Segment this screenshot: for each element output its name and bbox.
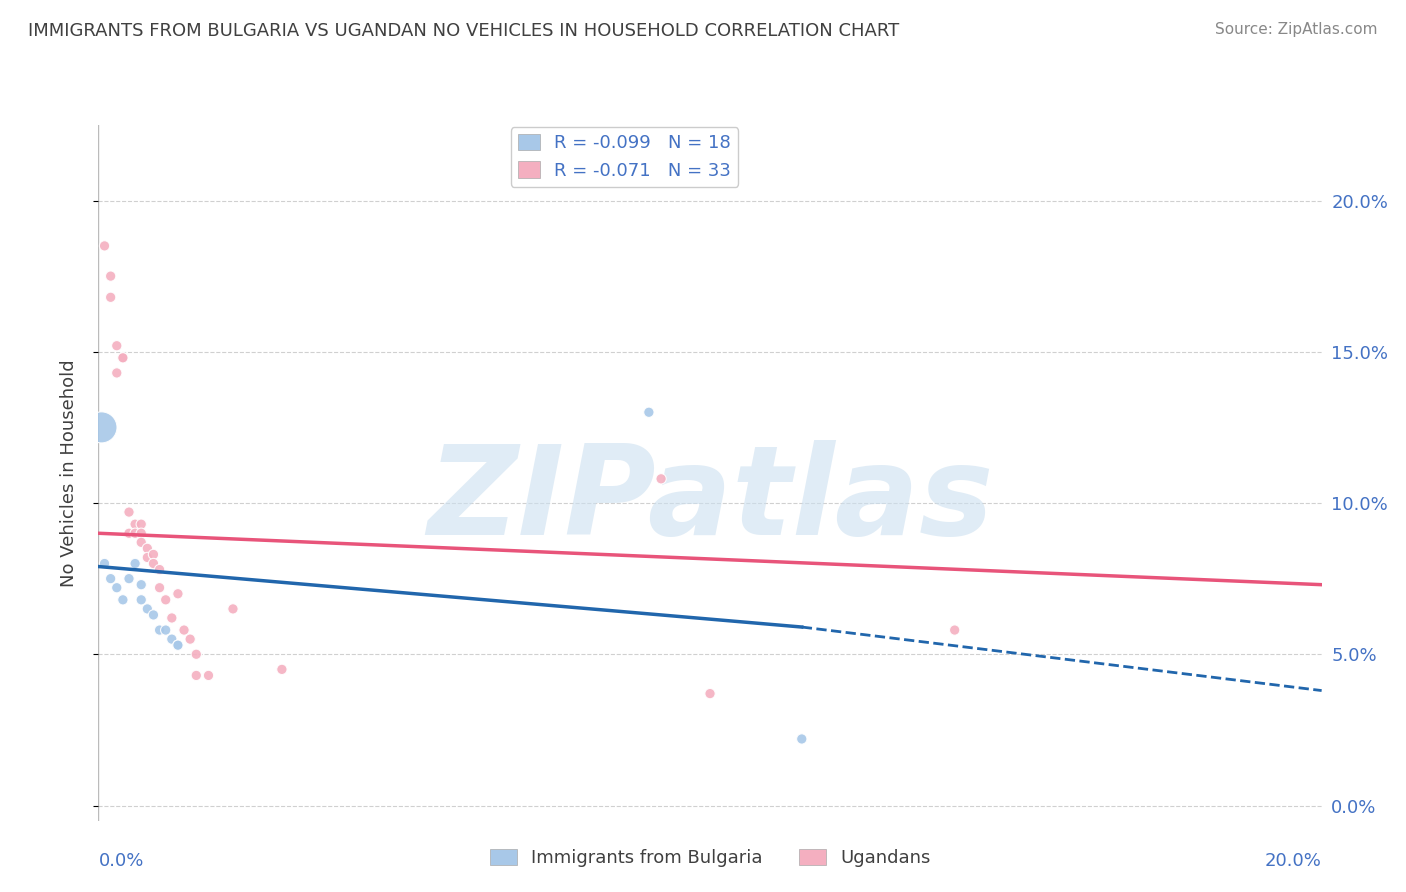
- Point: [136, 541, 159, 556]
- Point: [129, 526, 152, 541]
- Point: [100, 290, 122, 304]
- Text: Source: ZipAtlas.com: Source: ZipAtlas.com: [1215, 22, 1378, 37]
- Point: [186, 647, 208, 661]
- Point: [142, 548, 165, 562]
- Point: [179, 632, 201, 647]
- Text: 0.0%: 0.0%: [98, 852, 143, 870]
- Point: [93, 557, 115, 571]
- Point: [160, 611, 183, 625]
- Text: ZIPatlas: ZIPatlas: [427, 440, 993, 561]
- Point: [790, 731, 813, 746]
- Point: [149, 623, 172, 637]
- Point: [650, 472, 672, 486]
- Point: [149, 563, 172, 577]
- Point: [111, 351, 134, 365]
- Point: [129, 577, 152, 591]
- Y-axis label: No Vehicles in Household: No Vehicles in Household: [59, 359, 77, 587]
- Point: [111, 592, 134, 607]
- Point: [136, 550, 159, 565]
- Legend: Immigrants from Bulgaria, Ugandans: Immigrants from Bulgaria, Ugandans: [482, 841, 938, 874]
- Point: [222, 602, 245, 616]
- Point: [100, 269, 122, 284]
- Point: [149, 581, 172, 595]
- Point: [129, 592, 152, 607]
- Point: [93, 239, 115, 253]
- Point: [160, 632, 183, 647]
- Point: [105, 339, 128, 353]
- Point: [118, 505, 141, 519]
- Point: [270, 662, 292, 676]
- Point: [90, 420, 112, 434]
- Point: [105, 581, 128, 595]
- Point: [637, 405, 661, 419]
- Point: [124, 526, 146, 541]
- Point: [105, 366, 128, 380]
- Point: [167, 638, 190, 652]
- Point: [167, 638, 190, 652]
- Point: [186, 668, 208, 682]
- Point: [155, 592, 177, 607]
- Point: [173, 623, 195, 637]
- Point: [124, 557, 146, 571]
- Point: [100, 572, 122, 586]
- Point: [142, 557, 165, 571]
- Point: [155, 623, 177, 637]
- Point: [136, 602, 159, 616]
- Point: [124, 517, 146, 532]
- Point: [167, 587, 190, 601]
- Point: [197, 668, 219, 682]
- Point: [111, 351, 134, 365]
- Text: 20.0%: 20.0%: [1265, 852, 1322, 870]
- Point: [943, 623, 966, 637]
- Point: [129, 517, 152, 532]
- Point: [129, 535, 152, 549]
- Point: [699, 687, 721, 701]
- Point: [142, 607, 165, 622]
- Text: IMMIGRANTS FROM BULGARIA VS UGANDAN NO VEHICLES IN HOUSEHOLD CORRELATION CHART: IMMIGRANTS FROM BULGARIA VS UGANDAN NO V…: [28, 22, 900, 40]
- Point: [118, 572, 141, 586]
- Point: [118, 526, 141, 541]
